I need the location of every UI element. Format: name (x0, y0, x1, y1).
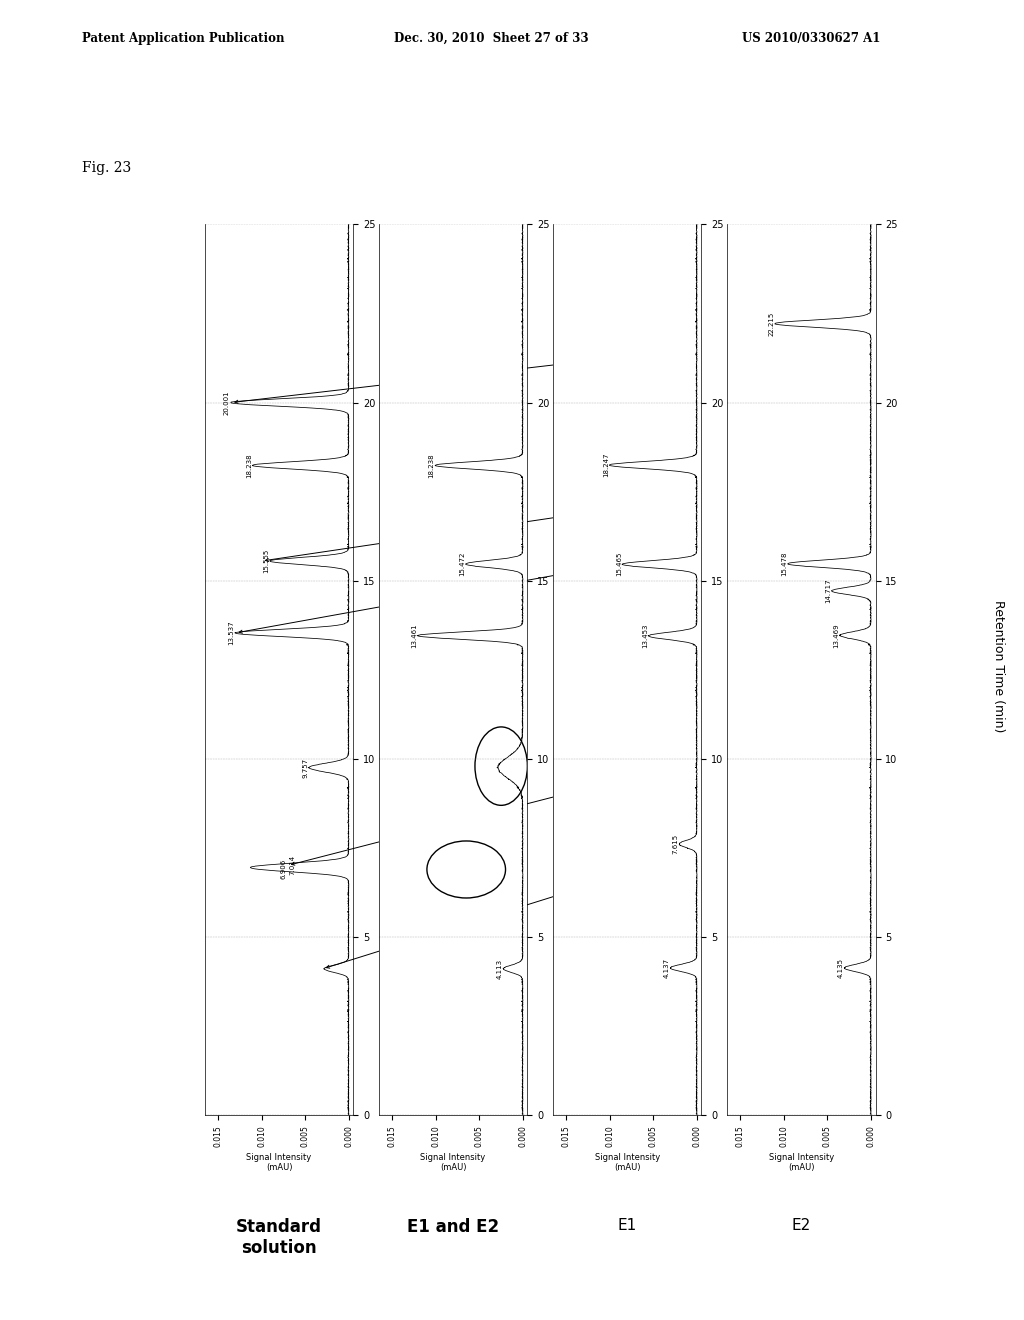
X-axis label: Signal Intensity
(mAU): Signal Intensity (mAU) (595, 1152, 659, 1172)
Text: Trans-tetrahydrodaidzein: Trans-tetrahydrodaidzein (327, 845, 571, 968)
Text: 15.478: 15.478 (781, 552, 787, 576)
Text: 18.238: 18.238 (246, 453, 252, 478)
Text: 4.113: 4.113 (497, 958, 503, 979)
Text: E2: E2 (792, 1218, 811, 1233)
X-axis label: Signal Intensity
(mAU): Signal Intensity (mAU) (769, 1152, 834, 1172)
Text: Retention Time (min): Retention Time (min) (992, 601, 1005, 733)
Text: Standard
solution: Standard solution (237, 1218, 322, 1257)
Text: 18.247: 18.247 (603, 453, 608, 478)
Text: 22.215: 22.215 (768, 312, 774, 335)
Text: Fig. 23: Fig. 23 (82, 161, 131, 174)
Text: Patent Application Publication: Patent Application Publication (82, 32, 285, 45)
Text: 13.453: 13.453 (642, 623, 648, 648)
Text: Equol: Equol (234, 352, 571, 404)
X-axis label: Signal Intensity
(mAU): Signal Intensity (mAU) (247, 1152, 311, 1172)
X-axis label: Signal Intensity
(mAU): Signal Intensity (mAU) (421, 1152, 485, 1172)
Text: E1: E1 (617, 1218, 637, 1233)
Text: 15.465: 15.465 (615, 552, 622, 577)
Text: E1 and E2: E1 and E2 (408, 1218, 499, 1236)
Text: 13.469: 13.469 (834, 623, 840, 648)
Text: 18.238: 18.238 (429, 453, 434, 478)
Text: 6.906: 6.906 (281, 859, 287, 879)
Text: 7.615: 7.615 (673, 834, 679, 854)
Text: 4.135: 4.135 (838, 958, 844, 978)
Text: Dec. 30, 2010  Sheet 27 of 33: Dec. 30, 2010 Sheet 27 of 33 (394, 32, 589, 45)
Text: 15.555: 15.555 (263, 549, 269, 573)
Text: 15.472: 15.472 (459, 552, 465, 576)
Text: 13.537: 13.537 (228, 620, 234, 645)
Text: 4.137: 4.137 (664, 958, 670, 978)
Text: 14.717: 14.717 (825, 578, 830, 603)
Text: Cis-tetrahydrodaidzein: Cis-tetrahydrodaidzein (292, 750, 571, 865)
Text: 9.757: 9.757 (303, 758, 308, 777)
Text: US 2010/0330627 A1: US 2010/0330627 A1 (742, 32, 881, 45)
Text: 13.461: 13.461 (412, 623, 417, 648)
Text: 7.014: 7.014 (290, 855, 296, 875)
Text: Dihydrodaidzein: Dihydrodaidzein (240, 541, 571, 634)
Text: 20.001: 20.001 (224, 391, 230, 414)
Text: Daidzein: Daidzein (265, 499, 571, 561)
